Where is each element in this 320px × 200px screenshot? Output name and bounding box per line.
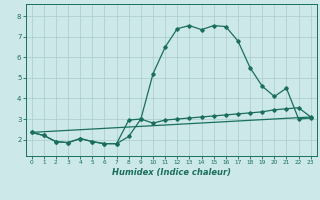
- X-axis label: Humidex (Indice chaleur): Humidex (Indice chaleur): [112, 168, 231, 177]
